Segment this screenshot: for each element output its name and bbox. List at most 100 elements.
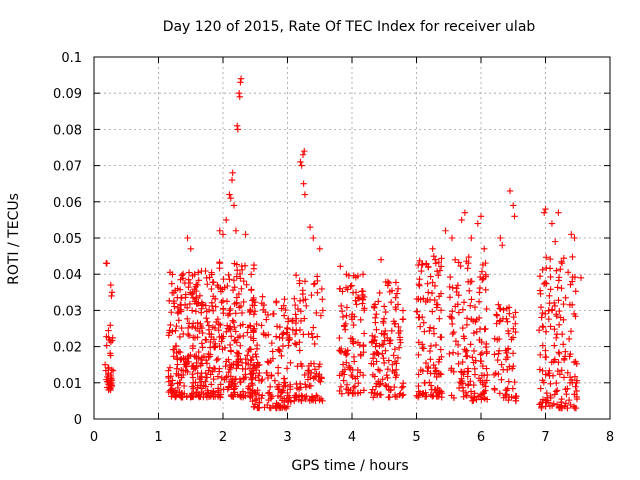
data-point	[185, 332, 193, 339]
data-point	[186, 279, 194, 287]
data-point	[209, 293, 217, 300]
data-point	[185, 269, 193, 276]
data-point	[179, 275, 187, 282]
data-point	[453, 288, 460, 296]
data-point	[305, 369, 312, 377]
data-point	[317, 395, 325, 403]
x-tick-label: 6	[477, 430, 485, 445]
data-point	[572, 383, 579, 390]
data-point	[234, 352, 241, 360]
data-point	[573, 379, 580, 387]
y-tick-label: 0.06	[53, 196, 82, 211]
data-point	[498, 361, 505, 368]
data-point	[468, 234, 475, 242]
data-point	[418, 314, 426, 321]
y-axis-label: ROTI / TECUs	[6, 193, 22, 285]
data-point	[107, 377, 114, 385]
data-point	[271, 377, 279, 384]
data-point	[461, 209, 469, 216]
data-point	[554, 284, 561, 291]
data-point	[371, 304, 378, 311]
data-point	[459, 324, 466, 332]
data-point	[413, 308, 420, 315]
x-tick-label: 7	[541, 430, 549, 445]
data-point	[350, 384, 357, 392]
data-point	[426, 324, 434, 331]
data-point	[286, 386, 294, 393]
data-point	[192, 308, 200, 315]
data-point	[225, 271, 232, 279]
data-point	[343, 304, 351, 311]
data-point	[314, 333, 321, 340]
data-point	[539, 342, 546, 349]
data-point	[231, 284, 238, 291]
data-point	[289, 326, 297, 333]
data-point	[540, 280, 548, 288]
data-point	[105, 381, 112, 388]
data-point	[391, 383, 398, 391]
data-point	[285, 337, 292, 344]
data-point	[415, 351, 422, 358]
data-point	[275, 381, 283, 388]
data-point	[564, 385, 571, 392]
data-point	[185, 283, 192, 291]
data-point	[210, 336, 218, 343]
data-point	[498, 376, 505, 383]
data-point	[555, 359, 562, 366]
data-point	[446, 313, 454, 320]
data-point	[213, 356, 220, 364]
data-point	[380, 319, 387, 327]
data-point	[476, 284, 484, 292]
data-point	[306, 382, 313, 390]
data-point	[436, 315, 443, 322]
data-point	[396, 327, 404, 335]
data-point	[216, 258, 223, 266]
data-point	[349, 338, 356, 346]
data-point	[553, 379, 560, 387]
data-point	[250, 265, 258, 272]
data-point	[202, 370, 209, 377]
y-tick-label: 0.04	[53, 268, 82, 283]
x-tick-label: 2	[219, 430, 227, 445]
data-point	[560, 355, 568, 362]
data-point	[109, 367, 117, 374]
data-point	[228, 379, 236, 387]
data-point	[508, 393, 515, 401]
data-point	[263, 369, 270, 377]
data-point	[420, 319, 427, 326]
data-point	[432, 368, 440, 375]
data-point	[423, 393, 430, 400]
data-point	[569, 253, 576, 261]
data-point	[297, 307, 305, 315]
data-point	[310, 234, 317, 242]
data-point	[399, 383, 407, 390]
data-point	[382, 308, 389, 316]
data-point	[483, 305, 490, 313]
y-tick-label: 0.08	[53, 123, 82, 138]
data-point	[195, 277, 202, 284]
data-point	[382, 382, 389, 389]
data-point	[341, 322, 348, 329]
data-point	[422, 359, 430, 367]
data-point	[194, 382, 202, 389]
data-point	[189, 370, 196, 378]
data-point	[177, 391, 184, 398]
data-point	[227, 333, 235, 340]
data-point	[195, 269, 202, 276]
data-point	[536, 273, 544, 280]
data-point	[284, 392, 292, 399]
data-point	[236, 270, 244, 278]
data-point	[265, 396, 272, 404]
data-point	[169, 377, 176, 384]
data-point	[379, 376, 386, 383]
data-point	[435, 259, 443, 266]
data-point	[458, 216, 465, 224]
data-point	[387, 386, 395, 394]
data-point	[436, 267, 444, 274]
data-point	[167, 382, 175, 389]
data-point	[370, 394, 377, 401]
data-point	[283, 396, 291, 404]
data-point	[233, 294, 241, 301]
data-point	[435, 393, 442, 400]
data-point	[542, 353, 550, 361]
